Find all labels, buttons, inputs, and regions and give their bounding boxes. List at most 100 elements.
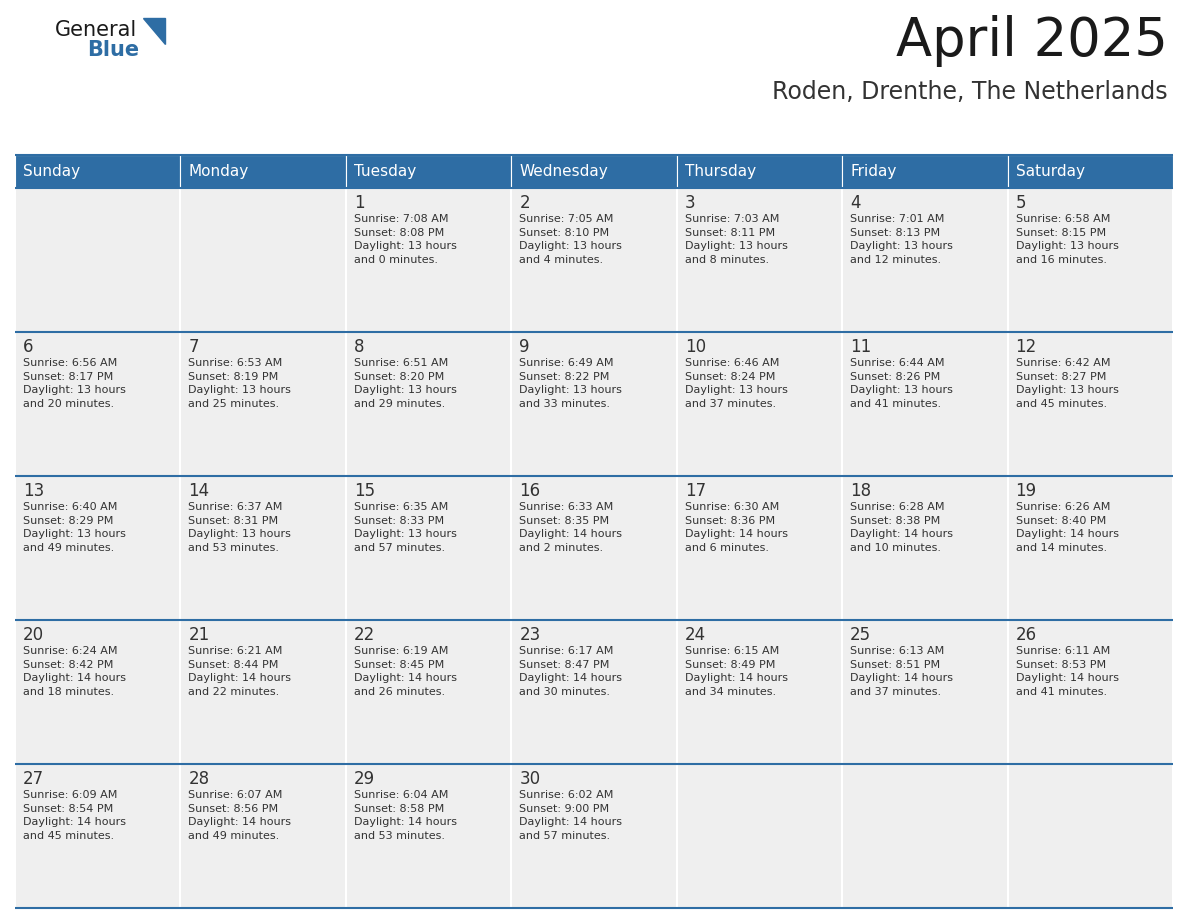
Text: 13: 13 xyxy=(23,482,44,500)
Bar xyxy=(677,476,842,620)
Text: Sunrise: 6:33 AM
Sunset: 8:35 PM
Daylight: 14 hours
and 2 minutes.: Sunrise: 6:33 AM Sunset: 8:35 PM Dayligh… xyxy=(519,502,623,553)
Text: 23: 23 xyxy=(519,626,541,644)
Text: Sunrise: 6:56 AM
Sunset: 8:17 PM
Daylight: 13 hours
and 20 minutes.: Sunrise: 6:56 AM Sunset: 8:17 PM Dayligh… xyxy=(23,358,126,409)
Bar xyxy=(346,476,511,620)
Text: 9: 9 xyxy=(519,338,530,356)
Text: Thursday: Thursday xyxy=(684,164,756,179)
Bar xyxy=(842,620,1007,764)
Text: Sunrise: 6:40 AM
Sunset: 8:29 PM
Daylight: 13 hours
and 49 minutes.: Sunrise: 6:40 AM Sunset: 8:29 PM Dayligh… xyxy=(23,502,126,553)
Bar xyxy=(1007,764,1173,908)
Bar xyxy=(346,620,511,764)
Bar xyxy=(677,332,842,476)
Text: Sunrise: 6:04 AM
Sunset: 8:58 PM
Daylight: 14 hours
and 53 minutes.: Sunrise: 6:04 AM Sunset: 8:58 PM Dayligh… xyxy=(354,790,457,841)
Text: 26: 26 xyxy=(1016,626,1037,644)
Bar xyxy=(842,188,1007,332)
Bar xyxy=(346,764,511,908)
Text: Sunrise: 6:07 AM
Sunset: 8:56 PM
Daylight: 14 hours
and 49 minutes.: Sunrise: 6:07 AM Sunset: 8:56 PM Dayligh… xyxy=(189,790,291,841)
Text: 29: 29 xyxy=(354,770,375,788)
Text: Monday: Monday xyxy=(189,164,248,179)
Bar xyxy=(511,764,677,908)
Bar xyxy=(181,476,346,620)
Bar xyxy=(1007,476,1173,620)
Text: Sunrise: 6:37 AM
Sunset: 8:31 PM
Daylight: 13 hours
and 53 minutes.: Sunrise: 6:37 AM Sunset: 8:31 PM Dayligh… xyxy=(189,502,291,553)
Bar xyxy=(677,620,842,764)
Text: 21: 21 xyxy=(189,626,209,644)
Text: 8: 8 xyxy=(354,338,365,356)
Text: Friday: Friday xyxy=(851,164,897,179)
Text: 15: 15 xyxy=(354,482,375,500)
Bar xyxy=(15,764,181,908)
Bar xyxy=(15,188,181,332)
Text: Sunrise: 6:42 AM
Sunset: 8:27 PM
Daylight: 13 hours
and 45 minutes.: Sunrise: 6:42 AM Sunset: 8:27 PM Dayligh… xyxy=(1016,358,1118,409)
Text: Sunrise: 6:02 AM
Sunset: 9:00 PM
Daylight: 14 hours
and 57 minutes.: Sunrise: 6:02 AM Sunset: 9:00 PM Dayligh… xyxy=(519,790,623,841)
Text: Sunrise: 6:46 AM
Sunset: 8:24 PM
Daylight: 13 hours
and 37 minutes.: Sunrise: 6:46 AM Sunset: 8:24 PM Dayligh… xyxy=(684,358,788,409)
Text: Sunrise: 6:26 AM
Sunset: 8:40 PM
Daylight: 14 hours
and 14 minutes.: Sunrise: 6:26 AM Sunset: 8:40 PM Dayligh… xyxy=(1016,502,1119,553)
Text: Sunrise: 6:58 AM
Sunset: 8:15 PM
Daylight: 13 hours
and 16 minutes.: Sunrise: 6:58 AM Sunset: 8:15 PM Dayligh… xyxy=(1016,214,1118,264)
Text: 7: 7 xyxy=(189,338,198,356)
Bar xyxy=(511,476,677,620)
Text: Sunrise: 6:21 AM
Sunset: 8:44 PM
Daylight: 14 hours
and 22 minutes.: Sunrise: 6:21 AM Sunset: 8:44 PM Dayligh… xyxy=(189,646,291,697)
Bar xyxy=(842,476,1007,620)
Text: 30: 30 xyxy=(519,770,541,788)
Text: Sunrise: 7:08 AM
Sunset: 8:08 PM
Daylight: 13 hours
and 0 minutes.: Sunrise: 7:08 AM Sunset: 8:08 PM Dayligh… xyxy=(354,214,456,264)
Polygon shape xyxy=(143,18,165,44)
Text: Wednesday: Wednesday xyxy=(519,164,608,179)
Bar xyxy=(511,620,677,764)
Text: Sunrise: 6:30 AM
Sunset: 8:36 PM
Daylight: 14 hours
and 6 minutes.: Sunrise: 6:30 AM Sunset: 8:36 PM Dayligh… xyxy=(684,502,788,553)
Text: 14: 14 xyxy=(189,482,209,500)
Bar xyxy=(181,188,346,332)
Bar xyxy=(15,332,181,476)
Bar xyxy=(1007,620,1173,764)
Bar xyxy=(15,620,181,764)
Text: Sunrise: 6:49 AM
Sunset: 8:22 PM
Daylight: 13 hours
and 33 minutes.: Sunrise: 6:49 AM Sunset: 8:22 PM Dayligh… xyxy=(519,358,623,409)
Bar xyxy=(1007,188,1173,332)
Text: Sunrise: 6:19 AM
Sunset: 8:45 PM
Daylight: 14 hours
and 26 minutes.: Sunrise: 6:19 AM Sunset: 8:45 PM Dayligh… xyxy=(354,646,457,697)
Text: Roden, Drenthe, The Netherlands: Roden, Drenthe, The Netherlands xyxy=(772,80,1168,104)
Text: 18: 18 xyxy=(851,482,871,500)
Text: 5: 5 xyxy=(1016,194,1026,212)
Text: Saturday: Saturday xyxy=(1016,164,1085,179)
Text: 28: 28 xyxy=(189,770,209,788)
Text: Sunrise: 7:03 AM
Sunset: 8:11 PM
Daylight: 13 hours
and 8 minutes.: Sunrise: 7:03 AM Sunset: 8:11 PM Dayligh… xyxy=(684,214,788,264)
Text: 10: 10 xyxy=(684,338,706,356)
Bar xyxy=(181,332,346,476)
Bar xyxy=(511,155,677,188)
Text: Sunrise: 6:15 AM
Sunset: 8:49 PM
Daylight: 14 hours
and 34 minutes.: Sunrise: 6:15 AM Sunset: 8:49 PM Dayligh… xyxy=(684,646,788,697)
Bar xyxy=(511,188,677,332)
Text: Sunrise: 7:01 AM
Sunset: 8:13 PM
Daylight: 13 hours
and 12 minutes.: Sunrise: 7:01 AM Sunset: 8:13 PM Dayligh… xyxy=(851,214,953,264)
Text: General: General xyxy=(55,20,138,40)
Text: 1: 1 xyxy=(354,194,365,212)
Bar xyxy=(677,764,842,908)
Text: Sunrise: 6:09 AM
Sunset: 8:54 PM
Daylight: 14 hours
and 45 minutes.: Sunrise: 6:09 AM Sunset: 8:54 PM Dayligh… xyxy=(23,790,126,841)
Text: Sunday: Sunday xyxy=(23,164,80,179)
Text: 6: 6 xyxy=(23,338,33,356)
Bar xyxy=(842,155,1007,188)
Text: Sunrise: 6:28 AM
Sunset: 8:38 PM
Daylight: 14 hours
and 10 minutes.: Sunrise: 6:28 AM Sunset: 8:38 PM Dayligh… xyxy=(851,502,953,553)
Bar xyxy=(346,188,511,332)
Text: Sunrise: 6:35 AM
Sunset: 8:33 PM
Daylight: 13 hours
and 57 minutes.: Sunrise: 6:35 AM Sunset: 8:33 PM Dayligh… xyxy=(354,502,456,553)
Text: Sunrise: 6:24 AM
Sunset: 8:42 PM
Daylight: 14 hours
and 18 minutes.: Sunrise: 6:24 AM Sunset: 8:42 PM Dayligh… xyxy=(23,646,126,697)
Text: 2: 2 xyxy=(519,194,530,212)
Text: Sunrise: 6:44 AM
Sunset: 8:26 PM
Daylight: 13 hours
and 41 minutes.: Sunrise: 6:44 AM Sunset: 8:26 PM Dayligh… xyxy=(851,358,953,409)
Text: 16: 16 xyxy=(519,482,541,500)
Text: 25: 25 xyxy=(851,626,871,644)
Text: 3: 3 xyxy=(684,194,695,212)
Text: Sunrise: 6:13 AM
Sunset: 8:51 PM
Daylight: 14 hours
and 37 minutes.: Sunrise: 6:13 AM Sunset: 8:51 PM Dayligh… xyxy=(851,646,953,697)
Bar xyxy=(677,188,842,332)
Bar xyxy=(842,332,1007,476)
Text: 22: 22 xyxy=(354,626,375,644)
Bar xyxy=(511,332,677,476)
Text: Blue: Blue xyxy=(87,40,139,60)
Bar xyxy=(677,155,842,188)
Bar xyxy=(842,764,1007,908)
Bar xyxy=(181,155,346,188)
Bar xyxy=(346,332,511,476)
Text: 20: 20 xyxy=(23,626,44,644)
Text: 19: 19 xyxy=(1016,482,1037,500)
Bar xyxy=(1007,332,1173,476)
Bar xyxy=(181,764,346,908)
Text: Sunrise: 6:53 AM
Sunset: 8:19 PM
Daylight: 13 hours
and 25 minutes.: Sunrise: 6:53 AM Sunset: 8:19 PM Dayligh… xyxy=(189,358,291,409)
Text: Sunrise: 6:51 AM
Sunset: 8:20 PM
Daylight: 13 hours
and 29 minutes.: Sunrise: 6:51 AM Sunset: 8:20 PM Dayligh… xyxy=(354,358,456,409)
Text: Sunrise: 7:05 AM
Sunset: 8:10 PM
Daylight: 13 hours
and 4 minutes.: Sunrise: 7:05 AM Sunset: 8:10 PM Dayligh… xyxy=(519,214,623,264)
Text: 24: 24 xyxy=(684,626,706,644)
